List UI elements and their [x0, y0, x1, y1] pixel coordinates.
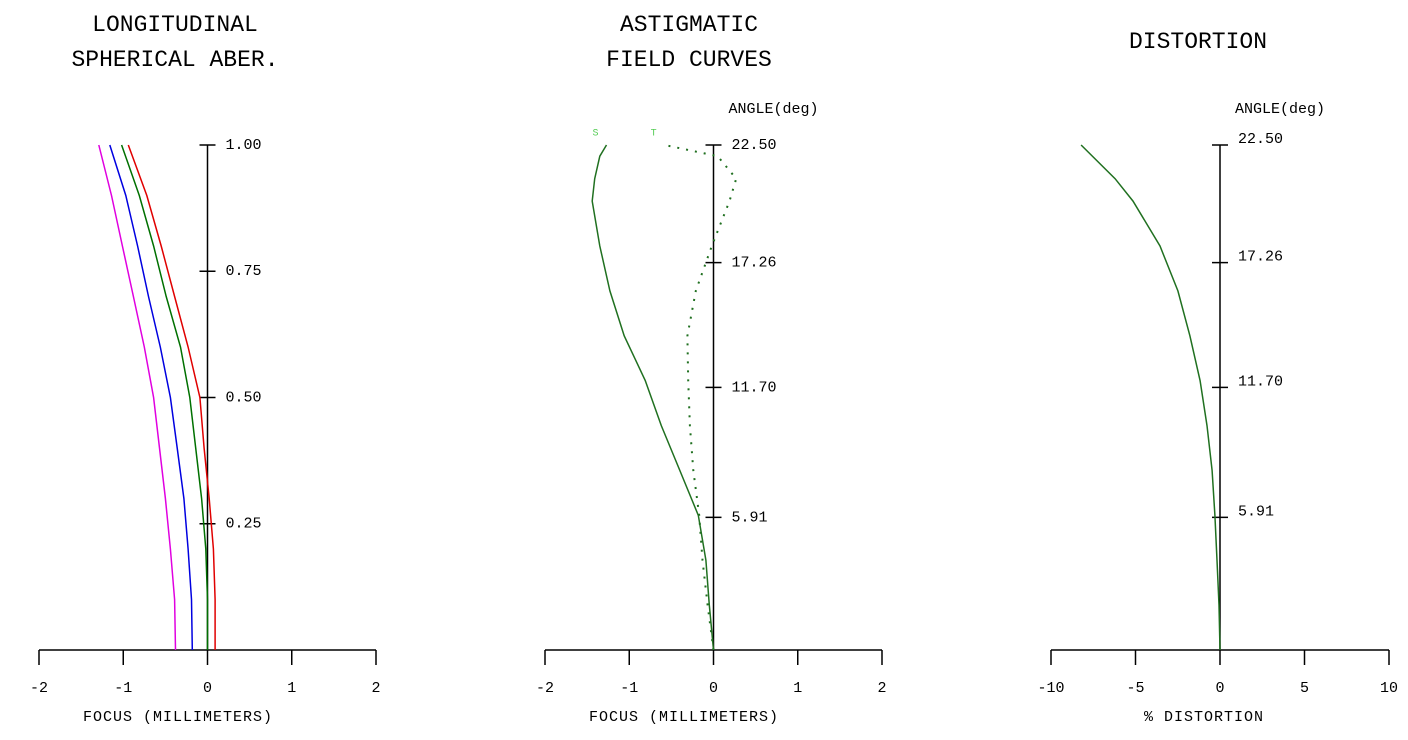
- curve: [109, 144, 194, 651]
- x-tick-label: -1: [620, 680, 638, 697]
- y-tick-label: 5.91: [1238, 503, 1274, 520]
- x-tick-label: 2: [371, 680, 380, 697]
- x-tick-label: 1: [793, 680, 802, 697]
- x-tick-label: 10: [1380, 680, 1398, 697]
- chart-title: FIELD CURVES: [606, 47, 772, 73]
- y-tick-label: 22.50: [1238, 131, 1283, 148]
- y-tick-label: 1.00: [226, 137, 262, 154]
- x-tick-label: 0: [709, 680, 718, 697]
- x-axis-label: % DISTORTION: [1144, 709, 1264, 726]
- legend-label: T: [651, 129, 657, 140]
- y-tick-label: 0.50: [226, 389, 262, 406]
- y-tick-label: 5.91: [732, 509, 768, 526]
- chart-title: LONGITUDINAL: [92, 12, 258, 38]
- chart-title: DISTORTION: [1129, 29, 1267, 55]
- x-tick-label: 0: [1215, 680, 1224, 697]
- x-tick-label: 1: [287, 680, 296, 697]
- x-tick-label: 2: [877, 680, 886, 697]
- legend-label: S: [593, 129, 599, 140]
- y-tick-label: 0.25: [226, 516, 262, 533]
- x-tick-label: -2: [30, 680, 48, 697]
- curve: [98, 144, 177, 651]
- y-tick-label: 17.26: [732, 255, 777, 272]
- chart-title: SPHERICAL ABER.: [71, 47, 278, 73]
- curve: [664, 144, 738, 651]
- curve: [1080, 144, 1221, 651]
- x-tick-label: -1: [114, 680, 132, 697]
- x-tick-label: 5: [1300, 680, 1309, 697]
- x-tick-label: -10: [1037, 680, 1064, 697]
- x-axis-label: FOCUS (MILLIMETERS): [589, 709, 779, 726]
- y-tick-label: 11.70: [732, 379, 777, 396]
- y-tick-label: 22.50: [732, 137, 777, 154]
- x-tick-label: -5: [1126, 680, 1144, 697]
- curve: [127, 144, 216, 650]
- x-tick-label: -2: [536, 680, 554, 697]
- x-tick-label: 0: [203, 680, 212, 697]
- curve: [120, 144, 209, 650]
- y-axis-label: ANGLE(deg): [729, 101, 819, 118]
- y-tick-label: 0.75: [226, 263, 262, 280]
- curve: [591, 144, 715, 651]
- x-axis-label: FOCUS (MILLIMETERS): [83, 709, 273, 726]
- y-tick-label: 17.26: [1238, 249, 1283, 266]
- y-tick-label: 11.70: [1238, 373, 1283, 390]
- chart-title: ASTIGMATIC: [620, 12, 758, 38]
- y-axis-label: ANGLE(deg): [1235, 101, 1325, 118]
